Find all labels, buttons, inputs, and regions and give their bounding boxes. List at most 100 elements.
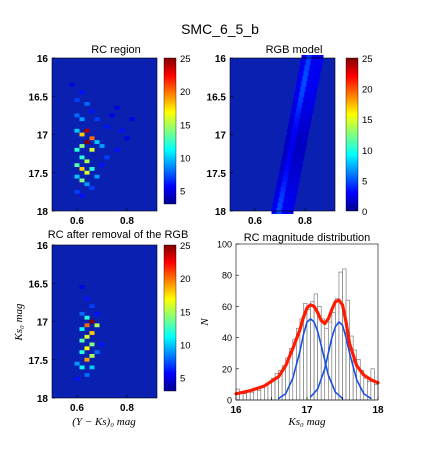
heatmap-cell <box>104 155 110 160</box>
fit-component-line <box>277 318 344 400</box>
heatmap-cell <box>94 140 100 144</box>
colorbar-tick-labels: 25 20 15 10 5 0 <box>362 54 373 218</box>
y-axis-label: N <box>199 318 211 327</box>
panel-title: RGB model <box>266 44 323 56</box>
colorbar-tick-label: 25 <box>180 241 191 252</box>
x-tick-label: 0.6 <box>70 403 84 414</box>
heatmap-cell <box>84 323 90 328</box>
y-tick-label: 16.5 <box>207 92 227 103</box>
heatmap-cell <box>299 118 312 125</box>
histogram-bar <box>327 321 333 401</box>
y-tick-label: 16 <box>37 241 49 252</box>
y-tick-labels: 16 16.5 17 17.5 18 <box>29 54 55 218</box>
histogram-bar <box>370 368 375 401</box>
colorbar-tick-label: 15 <box>362 115 373 126</box>
heatmap-cell <box>79 167 85 171</box>
colorbar-tick-label: 5 <box>180 374 185 385</box>
heatmap-cell <box>114 105 120 110</box>
heatmap-cell <box>84 296 90 301</box>
y-tick-label: 17 <box>37 318 49 329</box>
histogram-bar <box>306 309 311 401</box>
heatmap-cell <box>89 354 95 358</box>
y-tick-label: 17 <box>37 131 49 142</box>
heatmap-cell <box>109 113 115 118</box>
heatmap-cell <box>129 117 135 122</box>
heatmap-ridge <box>271 55 324 214</box>
colorbar-tick-label: 20 <box>362 85 373 96</box>
heatmap-cell <box>89 136 95 141</box>
histogram-bar <box>267 382 272 401</box>
heatmap-cell <box>84 102 90 106</box>
heatmap-cell <box>89 167 95 171</box>
colorbar <box>163 57 177 205</box>
y-tick-labels: 0 20 40 60 80 100 <box>217 240 239 406</box>
heatmap-cell <box>79 193 85 198</box>
heatmap-cell <box>283 197 296 204</box>
y-tick-label: 16.5 <box>29 92 49 103</box>
heatmap-cell <box>79 338 85 343</box>
y-tick-label: 18 <box>215 207 227 218</box>
colorbar-tick-label: 15 <box>180 307 191 318</box>
heatmap-cell <box>104 124 110 129</box>
heatmap-cells <box>69 82 135 198</box>
heatmap-cell <box>84 315 90 320</box>
heatmap-cell <box>94 323 100 328</box>
heatmap-cell <box>293 144 306 151</box>
y-tick-label: 40 <box>222 333 232 343</box>
heatmap-cell <box>84 128 90 133</box>
heatmap-cell <box>285 186 298 193</box>
heatmap-cell <box>79 178 85 183</box>
heatmap-cell <box>99 342 105 347</box>
heatmap-cell <box>79 155 85 160</box>
x-axis-label: (Y − Ks)₀ mag <box>72 416 136 428</box>
y-tick-label: 17.5 <box>29 356 49 367</box>
y-tick-label: 17.5 <box>29 169 49 180</box>
heatmap-cell <box>74 147 80 152</box>
heatmap-cell <box>79 132 85 137</box>
heatmap-cell <box>114 147 120 152</box>
heatmap-cell <box>310 60 323 67</box>
colorbar-tick-label: 5 <box>362 176 367 187</box>
x-tick-label: 0.8 <box>120 216 134 227</box>
fit-curves <box>234 298 380 400</box>
histogram-bar <box>338 271 343 401</box>
heatmap-cell <box>89 147 95 152</box>
colorbar-tick-label: 5 <box>180 187 185 198</box>
x-axis-label: Ks₀ mag <box>287 416 326 428</box>
fit-component-line <box>309 321 372 400</box>
colorbar-tick-label: 10 <box>362 146 373 157</box>
y-tick-label: 20 <box>222 364 232 374</box>
colorbar-tick-label: 0 <box>362 207 367 218</box>
heatmap-cell <box>89 186 95 190</box>
heatmap-cell <box>84 346 90 351</box>
heatmap-cell <box>309 65 322 72</box>
heatmap-cell <box>79 90 85 95</box>
heatmap-cell <box>308 70 321 77</box>
colorbar-tick-label: 10 <box>180 154 191 165</box>
heatmap-cell <box>287 176 300 183</box>
heatmap-cell <box>79 350 85 354</box>
colorbar-tick-label: 20 <box>180 274 191 285</box>
heatmap-cell <box>94 174 100 179</box>
heatmap-cell <box>300 113 313 119</box>
histogram-bar <box>335 298 340 401</box>
colorbar-tick-label: 25 <box>362 54 373 65</box>
panel-title: RC region <box>91 44 141 56</box>
heatmap-cells <box>74 285 105 381</box>
colorbar-tick-label: 10 <box>180 341 191 352</box>
heatmap-cell <box>74 98 80 102</box>
heatmap-cell <box>79 365 85 370</box>
heatmap-cell <box>84 373 90 377</box>
heatmap-cell <box>89 331 95 335</box>
histogram-bar <box>242 393 247 401</box>
x-tick-labels: 0.6 0.8 <box>248 208 312 227</box>
heatmap-cell <box>74 377 80 381</box>
x-tick-labels: 0.6 0.8 <box>70 395 134 414</box>
colorbar-tick-labels: 25 20 15 10 5 <box>180 241 191 385</box>
heatmap-cell <box>99 163 105 167</box>
heatmap-cell <box>79 144 85 148</box>
heatmap-cell <box>288 171 301 178</box>
heatmap-cell <box>119 128 125 133</box>
x-tick-label: 16 <box>230 405 242 416</box>
